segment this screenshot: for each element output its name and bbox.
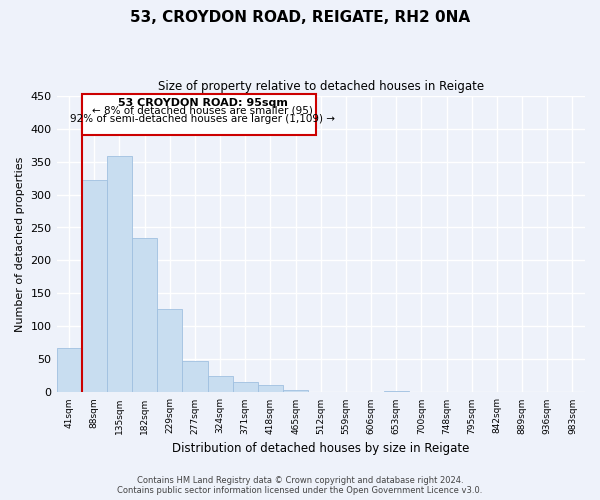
Bar (383, 391, 409, 392)
Bar (107, 156, 132, 392)
Bar (82, 180, 107, 392)
X-axis label: Distribution of detached houses by size in Reigate: Distribution of detached houses by size … (172, 442, 469, 455)
Bar (182, 361, 208, 392)
Bar (132, 238, 157, 392)
Text: Contains HM Land Registry data © Crown copyright and database right 2024.
Contai: Contains HM Land Registry data © Crown c… (118, 476, 482, 495)
Bar (56, 348, 82, 393)
Bar (283, 390, 308, 392)
Bar (233, 382, 258, 392)
Text: 53 CROYDON ROAD: 95sqm: 53 CROYDON ROAD: 95sqm (118, 98, 287, 108)
FancyBboxPatch shape (82, 94, 316, 135)
Text: ← 8% of detached houses are smaller (95): ← 8% of detached houses are smaller (95) (92, 106, 313, 116)
Text: 53, CROYDON ROAD, REIGATE, RH2 0NA: 53, CROYDON ROAD, REIGATE, RH2 0NA (130, 10, 470, 25)
Y-axis label: Number of detached properties: Number of detached properties (15, 156, 25, 332)
Bar (258, 384, 283, 392)
Bar (208, 376, 233, 392)
Title: Size of property relative to detached houses in Reigate: Size of property relative to detached ho… (158, 80, 484, 93)
Bar (157, 308, 182, 392)
Text: 92% of semi-detached houses are larger (1,109) →: 92% of semi-detached houses are larger (… (70, 114, 335, 124)
